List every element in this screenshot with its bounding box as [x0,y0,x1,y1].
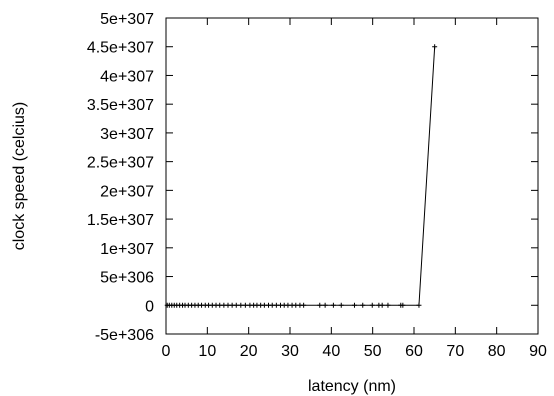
y-tick-label: 0 [145,298,154,315]
data-point [385,302,391,308]
data-point [360,302,366,308]
x-axis-label: latency (nm) [308,378,396,395]
data-point [379,302,385,308]
data-point [330,302,336,308]
x-tick-label: 20 [240,343,258,360]
data-point [242,302,248,308]
y-tick-label: 3e+307 [100,126,154,143]
series-line [167,46,436,306]
series-markers [164,44,438,308]
x-tick-label: 70 [446,343,464,360]
y-tick-label: 3.5e+307 [87,97,154,114]
y-axis-label: clock speed (celcius) [11,102,28,251]
data-point [233,302,239,308]
x-tick-label: 60 [405,343,423,360]
data-point [317,302,323,308]
y-tick-label: -5e+306 [95,327,154,344]
data-point [322,302,328,308]
x-tick-label: 40 [322,343,340,360]
y-tick-label: 1.5e+307 [87,212,154,229]
y-tick-label: 5e+307 [100,11,154,28]
y-tick-label: 2e+307 [100,183,154,200]
x-axis: 0 10 20 30 40 50 60 70 80 90 [162,18,547,360]
x-tick-label: 90 [529,343,547,360]
y-tick-label: 4e+307 [100,68,154,85]
x-tick-label: 50 [364,343,382,360]
data-point [351,302,357,308]
x-tick-label: 30 [281,343,299,360]
y-tick-label: 5e+306 [100,270,154,287]
y-tick-label: 1e+307 [100,241,154,258]
x-tick-label: 0 [162,343,171,360]
x-tick-label: 10 [198,343,216,360]
x-tick-label: 80 [488,343,506,360]
data-point [369,302,375,308]
data-point [301,302,307,308]
y-axis: -5e+306 0 5e+306 1e+307 1.5e+307 2e+307 2.5e+3… [87,11,538,344]
data-point [238,302,244,308]
y-tick-label: 4.5e+307 [87,40,154,57]
plot-area [165,17,539,335]
data-point [338,302,344,308]
data-point [432,44,438,50]
data-point [400,302,406,308]
y-tick-label: 2.5e+307 [87,155,154,172]
data-point [416,302,422,308]
